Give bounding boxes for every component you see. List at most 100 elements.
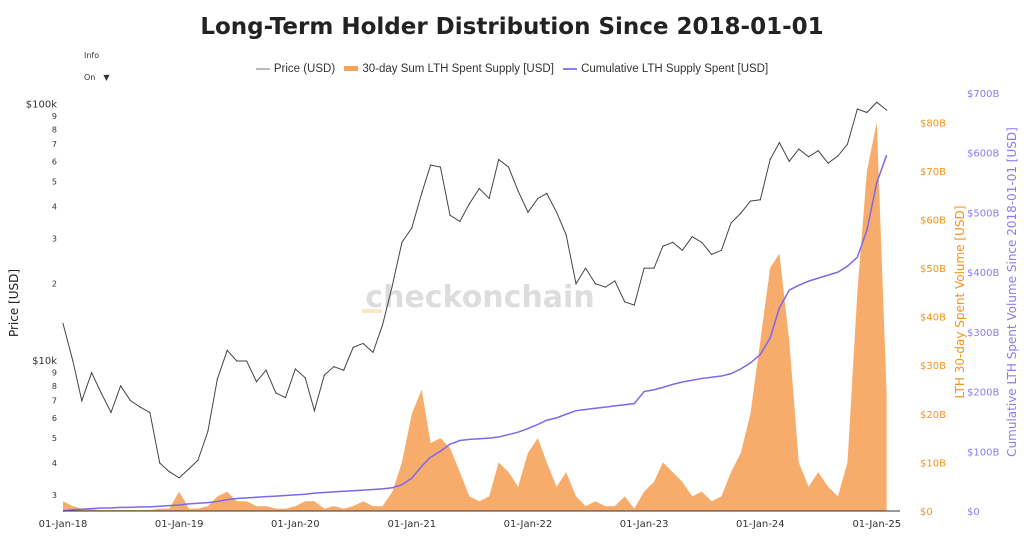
price-point xyxy=(527,211,529,213)
price-point xyxy=(168,471,170,473)
y-left-tick-label: 7 xyxy=(52,140,57,149)
y-left-tick-label: 3 xyxy=(52,235,57,244)
price-point xyxy=(411,227,413,229)
price-point xyxy=(110,411,112,414)
x-tick-label: 01-Jan-18 xyxy=(39,519,88,530)
price-point xyxy=(769,158,771,161)
y-right1-tick-label: $10B xyxy=(920,458,946,469)
legend-item-price[interactable]: Price (USD) xyxy=(255,63,336,75)
watermark-logo-mark xyxy=(362,309,382,313)
price-point xyxy=(730,222,732,224)
price-point xyxy=(439,166,442,168)
price-point xyxy=(421,192,423,194)
x-tick-label: 01-Jan-21 xyxy=(387,519,436,530)
chart-title: Long-Term Holder Distribution Since 2018… xyxy=(200,14,824,40)
price-point xyxy=(265,369,267,371)
price-point xyxy=(226,349,228,351)
y-left-tick-label: 7 xyxy=(52,397,57,406)
price-point xyxy=(72,360,74,362)
price-point xyxy=(313,410,316,412)
info-toggle-dropdown[interactable]: Info On ▼ xyxy=(50,45,122,82)
price-point xyxy=(188,468,190,470)
price-point xyxy=(643,267,645,269)
price-point xyxy=(749,200,752,202)
price-point xyxy=(236,360,238,362)
series-lth-30d-area xyxy=(63,122,887,511)
price-point xyxy=(159,462,161,464)
y-right1-tick-label: $40B xyxy=(920,313,946,324)
y-right2-tick-label: $400B xyxy=(967,268,999,279)
x-tick-label: 01-Jan-23 xyxy=(620,519,669,530)
price-point xyxy=(149,411,151,414)
price-point xyxy=(624,301,626,303)
price-point xyxy=(129,400,132,402)
price-point xyxy=(100,392,102,394)
y-left-tick-label: 4 xyxy=(52,203,57,212)
legend-item-cumulative[interactable]: Cumulative LTH Supply Spent [USD] xyxy=(563,63,768,75)
y-right2-tick-label: $0 xyxy=(967,507,980,518)
price-point xyxy=(575,283,577,285)
x-tick-label: 01-Jan-22 xyxy=(504,519,553,530)
price-point xyxy=(817,150,819,152)
y-right1-tick-label: $30B xyxy=(920,361,946,372)
y-right2-tick-label: $300B xyxy=(967,328,999,339)
y-left-tick-label: 8 xyxy=(52,125,57,134)
legend-item-lth-30d[interactable]: 30-day Sum LTH Spent Supply [USD] xyxy=(344,63,554,75)
x-tick-label: 01-Jan-24 xyxy=(736,519,785,530)
price-point xyxy=(614,280,616,282)
price-point xyxy=(886,109,888,111)
price-point xyxy=(139,406,141,408)
x-tick-label: 01-Jan-19 xyxy=(155,519,204,530)
price-point xyxy=(546,192,548,194)
price-point xyxy=(178,477,180,479)
price-point xyxy=(584,267,587,269)
legend-swatch-lth-30d xyxy=(344,66,359,72)
y-right1-tick-label: $60B xyxy=(920,215,946,226)
price-point xyxy=(333,366,335,368)
price-point xyxy=(876,101,878,103)
series-price-line xyxy=(62,101,887,479)
y-left-axis-title: Price [USD] xyxy=(7,269,21,337)
price-point xyxy=(294,368,296,370)
y-right2-tick-label: $700B xyxy=(967,89,999,100)
y-left-tick-label: 2 xyxy=(52,280,57,289)
price-point xyxy=(120,385,122,387)
price-point xyxy=(449,214,451,216)
y-left-tick-label: 8 xyxy=(52,382,57,391)
price-point xyxy=(304,377,306,379)
price-point xyxy=(681,249,683,251)
price-point xyxy=(207,431,209,433)
y-left-tick-label: $100k xyxy=(26,99,57,110)
price-point xyxy=(798,148,800,150)
price-point xyxy=(352,346,354,348)
price-point xyxy=(216,378,218,380)
price-point xyxy=(633,304,635,306)
price-point xyxy=(381,324,384,326)
price-point xyxy=(255,381,258,383)
price-point xyxy=(284,396,287,399)
y-left-tick-label: 9 xyxy=(52,369,57,378)
price-point xyxy=(62,322,64,325)
legend-label-lth-30d: 30-day Sum LTH Spent Supply [USD] xyxy=(362,63,554,75)
legend: Price (USD) 30-day Sum LTH Spent Supply … xyxy=(0,63,1024,75)
y-right1-tick-label: $20B xyxy=(920,410,946,421)
y-right1-tick-label: $50B xyxy=(920,264,946,275)
x-tick-label: 01-Jan-20 xyxy=(271,519,320,530)
price-point xyxy=(429,164,432,166)
price-point xyxy=(778,141,780,144)
price-point xyxy=(372,351,374,353)
y-right1-tick-label: $80B xyxy=(920,118,946,129)
price-point xyxy=(343,369,345,371)
price-point xyxy=(672,241,674,243)
legend-label-price: Price (USD) xyxy=(273,63,336,75)
price-point xyxy=(91,372,93,374)
price-point xyxy=(275,392,277,394)
price-point xyxy=(710,253,713,256)
price-point xyxy=(556,211,558,213)
price-point xyxy=(468,203,471,205)
price-point xyxy=(759,199,761,201)
y-left-tick-label: 3 xyxy=(52,491,57,500)
price-point xyxy=(537,197,539,200)
price-point xyxy=(662,245,664,247)
